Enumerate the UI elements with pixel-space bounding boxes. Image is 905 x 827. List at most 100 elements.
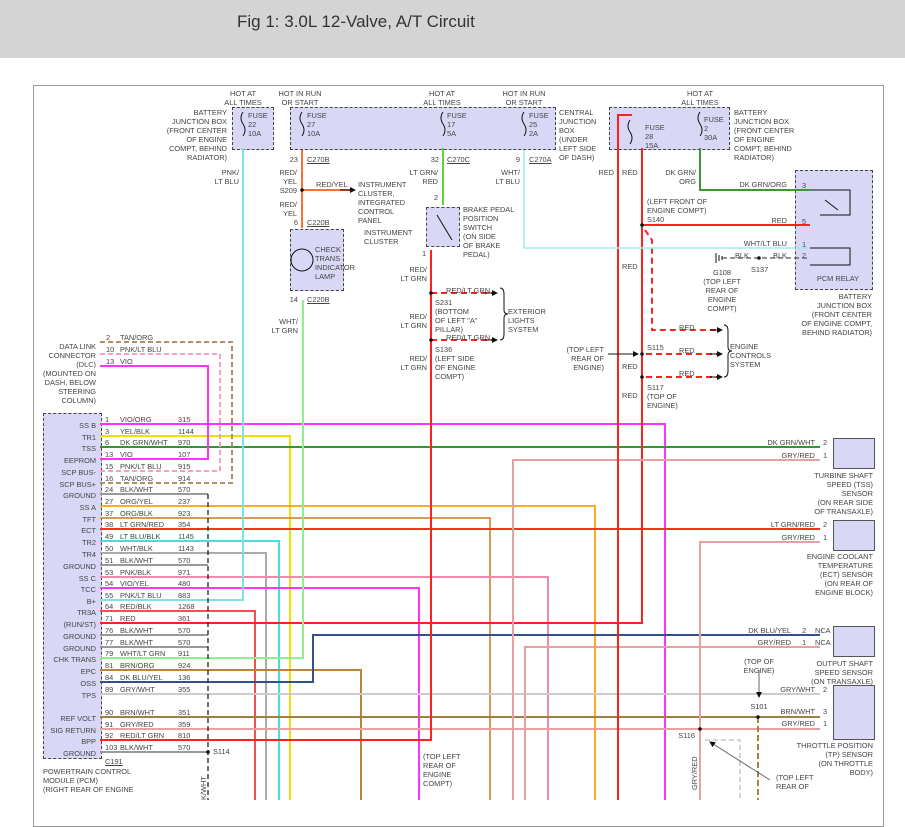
pcm-pin-number: 84: [105, 673, 114, 682]
pin-label: 3: [823, 707, 828, 716]
wire-s116-gray: [705, 739, 741, 800]
wire-ground: [100, 493, 208, 753]
pcm-pin-function: GROUND: [63, 749, 96, 758]
wire-label: GRY/RED: [690, 756, 699, 790]
pcm-pin-number: 64: [105, 602, 114, 611]
wire-wht-lt-blu: [523, 150, 810, 249]
hot-at-all-times-1: HOT AT ALL TIMES: [224, 89, 262, 107]
pcm-circuit-number: 924: [178, 661, 191, 670]
splice-s209: [300, 188, 304, 192]
pcm-pin-number: 79: [105, 649, 114, 658]
pcm-pin-function: SS A: [79, 503, 96, 512]
wire-label: DK GRN/ ORG: [665, 168, 696, 186]
pin-label: 6: [293, 218, 298, 227]
pcm-pin-function: TR2: [82, 538, 96, 547]
ect-sensor: [833, 520, 875, 551]
pcm-circuit-number: 1144: [178, 427, 194, 436]
pcm-circuit-number: 359: [178, 720, 191, 729]
wire-lt-blu-blk: [100, 540, 280, 800]
fuse-27-label: FUSE 27 10A: [307, 111, 327, 138]
dlc-wire-color: TAN/ORG: [120, 333, 154, 342]
wire-vio-org: [100, 423, 666, 800]
pcm-circuit-number: 361: [178, 614, 191, 623]
pcm-circuit-number: 971: [178, 568, 191, 577]
splice-s137: [757, 256, 761, 260]
oss-sensor-label: OUTPUT SHAFT SPEED SENSOR (ON TRANSAXLE): [811, 659, 873, 686]
connector-label: C270A: [529, 155, 552, 164]
ground-label: G108 (TOP LEFT REAR OF ENGINE COMPT): [703, 268, 741, 313]
wire-pnk-lt-blu: [100, 148, 244, 601]
wire-label: DK GRN/ORG: [739, 180, 787, 189]
wire-label: LT GRN/ RED: [409, 168, 438, 186]
wire-label: GRY/RED: [781, 533, 815, 542]
pin-label: 23: [289, 155, 298, 164]
pcm-pin-number: 51: [105, 556, 114, 565]
hot-in-run-2: HOT IN RUN OR START: [502, 89, 546, 107]
pcm-circuit-number: 914: [178, 474, 191, 483]
wire-dk-grn-org: [699, 148, 810, 191]
pcm-circuit-number: 480: [178, 579, 191, 588]
pcm-label: POWERTRAIN CONTROL MODULE (PCM) (RIGHT R…: [43, 767, 134, 794]
pcm-pin-function: TSS: [81, 444, 96, 453]
nca-label: NCA: [815, 638, 831, 647]
pcm-circuit-number: 315: [178, 415, 191, 424]
brake-switch-icon: [436, 214, 453, 241]
ect-sensor-label: ENGINE COOLANT TEMPERATURE (ECT) SENSOR …: [806, 552, 873, 597]
pcm-wire-color: RED: [120, 614, 136, 623]
pin-label: 1: [823, 451, 828, 460]
pcm-wire-color: TAN/ORG: [120, 474, 154, 483]
wire-label: GRY/RED: [781, 451, 815, 460]
pin-label: 2: [823, 520, 828, 529]
dlc-pin: 2: [106, 333, 111, 342]
pcm-wire-color: BRN/WHT: [120, 708, 155, 717]
pcm-circuit-number: 1145: [178, 532, 194, 541]
pcm-pin-number: 81: [105, 661, 114, 670]
pcm-wire-color: BLK/WHT: [120, 556, 153, 565]
component-label: CHECK TRANS INDICATOR LAMP: [315, 245, 355, 281]
wire-wht-lt-grn: [100, 300, 304, 659]
splice-label: S137: [751, 265, 769, 274]
dlc-wire-color: PNK/LT BLU: [120, 345, 162, 354]
splice-s114: [206, 750, 210, 754]
relay-coil-icon: [810, 189, 851, 266]
wire-label: LT GRN/RED: [770, 520, 815, 529]
pcm-pin-function: SS C: [78, 574, 96, 583]
pcm-circuit-number: 923: [178, 509, 191, 518]
pcm-pin-function: SCP BUS-: [61, 468, 96, 477]
location-label: (TOP LEFT REAR OF: [776, 773, 814, 791]
wire-label: RED: [598, 168, 614, 177]
pcm-circuit-number: 237: [178, 497, 191, 506]
pcm-pin-function: TR3A: [77, 608, 96, 617]
pin-label: 2: [433, 193, 438, 202]
nca-label: NCA: [815, 626, 831, 635]
fuse-25-label: FUSE 25 2A: [529, 111, 549, 138]
wire-brn-org: [100, 669, 362, 800]
dlc-pin: 13: [106, 357, 115, 366]
pin-label: 1: [823, 719, 828, 728]
pcm-wire-color: PNK/BLK: [120, 568, 152, 577]
pcm-circuit-number: 570: [178, 743, 191, 752]
wire-label: RED: [679, 346, 695, 355]
splice-s116: [698, 727, 702, 731]
connector-label: C270B: [307, 155, 330, 164]
pcm-pin-function: GROUND: [63, 562, 96, 571]
pcm-wire-color: BLK/WHT: [120, 743, 153, 752]
pcm-pin-function: TR1: [82, 433, 96, 442]
check-trans-lamp-icon: [290, 248, 314, 272]
wire-label: RED: [771, 216, 787, 225]
hot-in-run-1: HOT IN RUN OR START: [278, 89, 322, 107]
brake-pedal-switch-box: [426, 207, 460, 247]
pin-label: 3: [802, 181, 807, 190]
wire-label: GRY/WHT: [780, 685, 815, 694]
battery-junction-box-label: BATTERY JUNCTION BOX (FRONT CENTER OF EN…: [801, 292, 872, 337]
pcm-pin-function: OSS: [80, 679, 96, 688]
wire-red-71: [100, 148, 643, 624]
pcm-wire-color: DK BLU/YEL: [120, 673, 163, 682]
pcm-pin-function: REF VOLT: [60, 714, 96, 723]
component-label: INSTRUMENT CLUSTER, INTEGRATED CONTROL P…: [358, 180, 407, 225]
wire-label: DK GRN/WHT: [767, 438, 815, 447]
pcm-pin-number: 89: [105, 685, 114, 694]
pcm-circuit-number: 570: [178, 626, 191, 635]
pcm-pin-number: 54: [105, 579, 114, 588]
hot-at-all-times-3: HOT AT ALL TIMES: [681, 89, 719, 107]
